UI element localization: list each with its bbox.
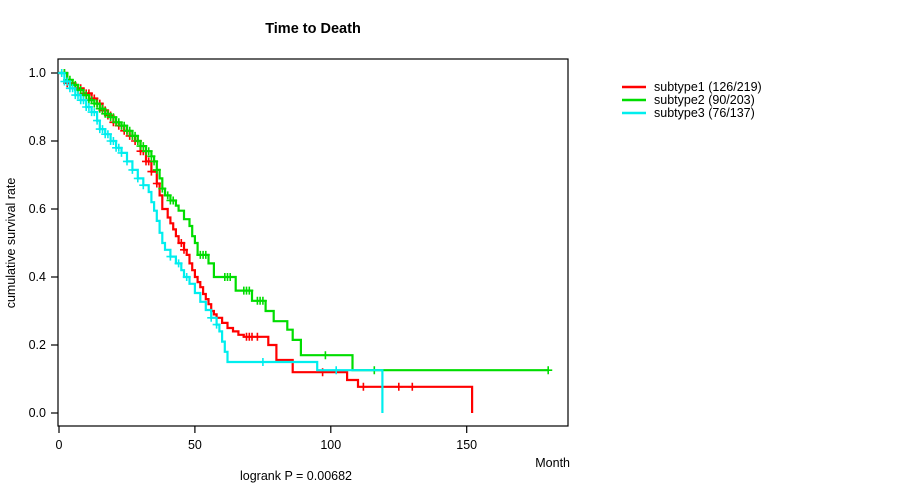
- axes: 0 50 100 150 0.0 0.2 0.4 0.6 0.8 1.0: [29, 66, 478, 452]
- x-tick-label: 150: [456, 438, 477, 452]
- chart-title: Time to Death: [265, 21, 361, 37]
- y-tick-label: 0.4: [29, 270, 46, 284]
- censor-marks-subtype2: [60, 69, 553, 375]
- legend: subtype1 (126/219) subtype2 (90/203) sub…: [622, 80, 762, 120]
- censor-marks-subtype3: [57, 69, 341, 375]
- x-tick-label: 50: [188, 438, 202, 452]
- x-axis-title: Month: [535, 456, 570, 470]
- y-axis-title: cumulative survival rate: [4, 178, 18, 309]
- legend-label-subtype2: subtype2 (90/203): [654, 93, 755, 107]
- y-tick-label: 0.8: [29, 134, 46, 148]
- legend-label-subtype1: subtype1 (126/219): [654, 80, 762, 94]
- survival-curve-subtype2: [59, 71, 549, 372]
- y-tick-label: 0.2: [29, 338, 46, 352]
- y-tick-label: 0.6: [29, 202, 46, 216]
- survival-curve-subtype3: [59, 71, 384, 413]
- x-tick-label: 100: [320, 438, 341, 452]
- logrank-annotation: logrank P = 0.00682: [240, 469, 352, 483]
- y-tick-label: 0.0: [29, 406, 46, 420]
- survival-curves: [57, 69, 553, 413]
- legend-label-subtype3: subtype3 (76/137): [654, 106, 755, 120]
- y-tick-label: 1.0: [29, 66, 46, 80]
- x-tick-label: 0: [56, 438, 63, 452]
- plot-box: [57, 58, 569, 427]
